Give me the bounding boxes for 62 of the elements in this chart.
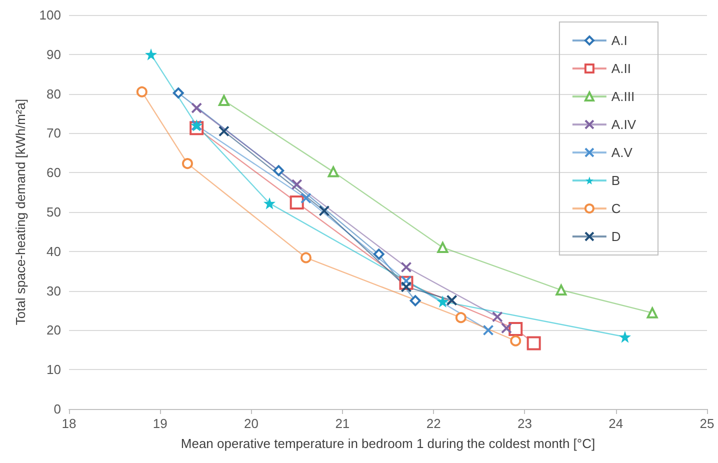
x-tick-label: 24: [608, 416, 624, 431]
legend-label: A.IV: [611, 117, 636, 132]
point: [437, 242, 448, 253]
point: [436, 295, 449, 308]
point: [136, 86, 148, 98]
y-tick-label: 70: [46, 126, 61, 141]
point: [182, 158, 193, 170]
y-tick-label: 30: [46, 283, 61, 298]
y-tick-label: 90: [46, 46, 61, 62]
point: [400, 275, 412, 286]
legend-label: A.II: [611, 61, 631, 76]
point: [264, 197, 276, 210]
point: [172, 88, 184, 99]
point: [218, 126, 230, 137]
point: [328, 166, 339, 178]
point: [510, 335, 522, 346]
point: [618, 330, 631, 343]
x-tick-label: 23: [517, 416, 532, 431]
point: [492, 311, 503, 322]
y-tick-label: 10: [46, 362, 61, 378]
point: [145, 48, 158, 60]
y-tick-label: 0: [54, 402, 61, 416]
y-tick-label: 40: [46, 244, 61, 259]
point: [410, 295, 421, 306]
x-tick-label: 19: [152, 416, 168, 431]
point: [400, 262, 412, 273]
legend-label: A.V: [611, 145, 633, 160]
point: [526, 336, 541, 350]
y-tick-label: 20: [46, 322, 61, 338]
point: [218, 95, 230, 106]
point: [500, 322, 512, 334]
y-tick-label: 60: [46, 165, 61, 180]
x-tick-label: 20: [244, 416, 259, 431]
legend-label: C: [611, 201, 621, 216]
x-tick-label: 18: [62, 416, 76, 431]
point: [300, 192, 312, 204]
point: [446, 294, 458, 306]
point: [373, 248, 384, 260]
x-tick-label: 22: [426, 416, 441, 431]
x-tick-label: 21: [335, 416, 350, 431]
point: [273, 165, 284, 176]
point: [508, 322, 523, 336]
legend-label: B: [611, 173, 620, 188]
legend-label: D: [611, 229, 621, 244]
point: [290, 196, 304, 210]
legend-label: A.I: [611, 33, 628, 48]
point: [482, 324, 494, 336]
point: [318, 205, 330, 216]
y-tick-label: 80: [46, 86, 61, 102]
legend-label: A.III: [611, 89, 635, 104]
point: [291, 178, 302, 190]
point: [191, 102, 202, 114]
y-axis-title: Total space-heating demand [kWh/m²a]: [13, 98, 28, 326]
point: [455, 312, 466, 324]
point: [400, 281, 412, 292]
x-axis-title: Mean operative temperature in bedroom 1 during the coldest month [°C]: [180, 436, 596, 451]
point: [300, 252, 312, 264]
point: [556, 284, 567, 296]
y-tick-label: 100: [39, 8, 61, 22]
point: [646, 307, 658, 318]
y-tick-label: 50: [46, 204, 61, 220]
x-tick-label: 25: [700, 416, 714, 431]
